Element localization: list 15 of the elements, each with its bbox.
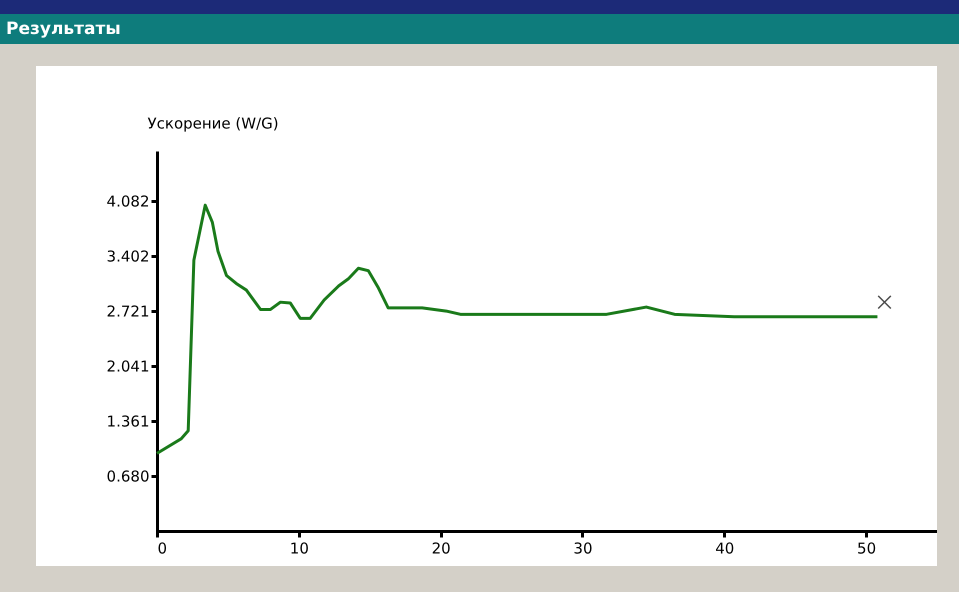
y-tick-label: 0.680 — [106, 468, 150, 486]
y-axis-title: Ускорение (W/G) — [148, 114, 279, 132]
x-tick-label: 10 — [290, 540, 309, 558]
y-tick-label: 2.721 — [106, 302, 150, 321]
x-tick-label: 50 — [857, 540, 876, 558]
chart-title: Результаты — [0, 14, 959, 44]
x-tick-label: 20 — [432, 540, 451, 558]
y-tick-label: 4.082 — [106, 192, 150, 210]
x-tick-label: 30 — [573, 540, 592, 558]
x-tick-label: 40 — [715, 540, 734, 558]
line-series — [156, 204, 879, 455]
y-tick-label: 2.041 — [106, 357, 150, 376]
y-tick-label: 3.402 — [106, 247, 150, 266]
y-tick-label: 1.361 — [106, 412, 150, 430]
x-tick-label: 0 — [158, 540, 168, 558]
